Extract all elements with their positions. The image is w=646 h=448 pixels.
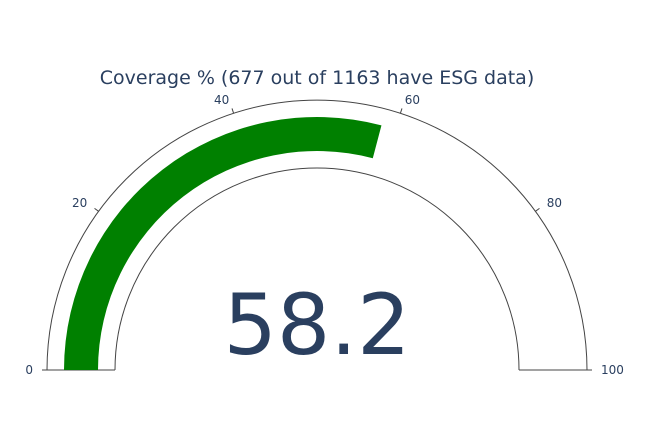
gauge-value: 58.2	[223, 276, 410, 374]
gauge-tick	[399, 108, 403, 114]
gauge-tick-label: 100	[601, 363, 624, 377]
gauge-inner-outline	[114, 167, 520, 371]
gauge-outer-outline	[46, 99, 588, 371]
gauge-axis: 0 20 40 60 80 100	[25, 93, 624, 377]
gauge-tick	[535, 207, 540, 212]
gauge-tick	[231, 108, 235, 114]
gauge-tick	[94, 207, 99, 212]
gauge-tick-label: 80	[547, 196, 562, 210]
gauge-tick-label: 20	[72, 196, 87, 210]
gauge-tick-label: 0	[25, 363, 33, 377]
gauge-tick-label: 60	[405, 93, 420, 107]
gauge-tick-label: 40	[214, 93, 229, 107]
gauge-value-bar	[64, 117, 382, 371]
chart-title: Coverage % (677 out of 1163 have ESG dat…	[100, 67, 534, 89]
